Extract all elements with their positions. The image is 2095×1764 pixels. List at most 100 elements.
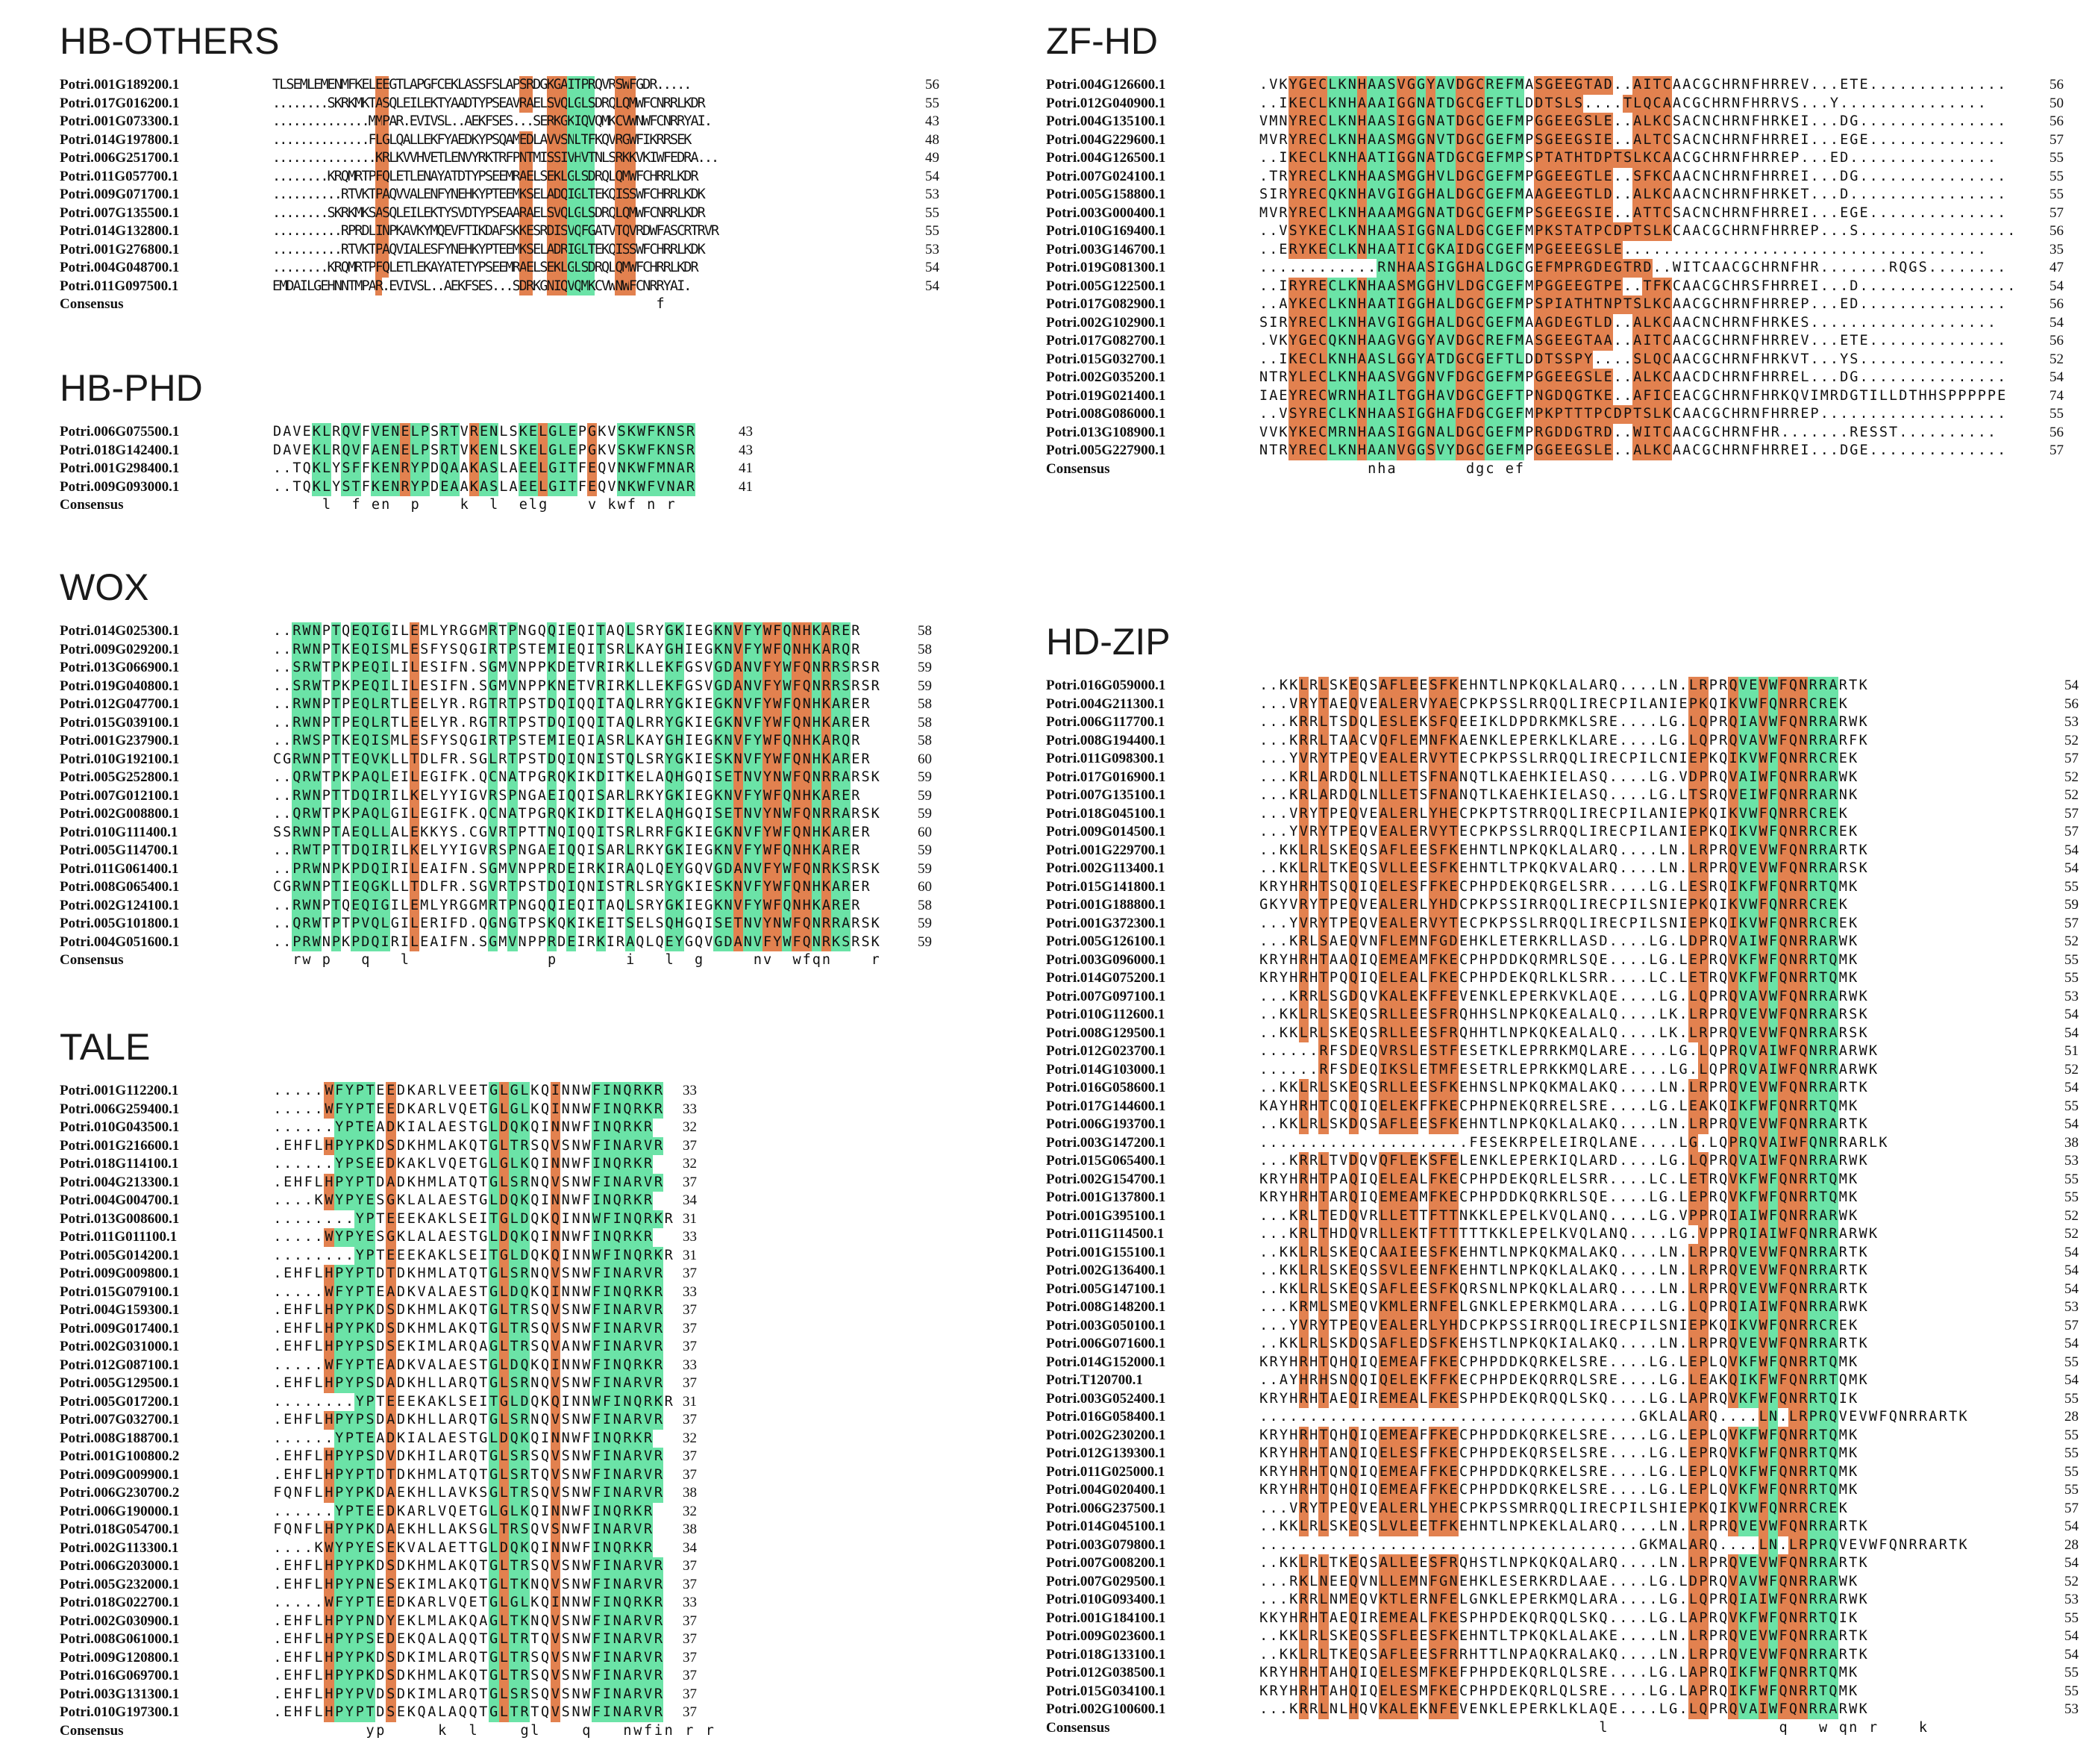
sequence-id: Potri.004G211300.1	[1046, 695, 1165, 712]
alignment-row: Potri.003G079800.1......................…	[1046, 1536, 2079, 1554]
sequence-id: Potri.019G081300.1	[1046, 260, 1166, 275]
alignment-row: Potri.004G159300.1 . E H F L H P Y P K D S D K H M L A K Q T G…	[60, 1301, 697, 1320]
sequence-length: 55	[2064, 1482, 2079, 1498]
sequence-id: Potri.016G058600.1	[1046, 1080, 1166, 1095]
alignment-row: Potri.015G032700.1 .. I K E C L K N H A A S L G G Y A T D G C…	[1046, 350, 2064, 369]
sequence-length: 32	[683, 1430, 697, 1446]
alignment-row: Potri.009G023600.1 .. K K L R L S K E Q S S F L E E S F K E H…	[1046, 1627, 2079, 1646]
sequence-id: Potri.003G147200.1	[1046, 1134, 1166, 1151]
alignment-row: Potri.001G237900.1 .. R W S P T K E Q I S M L E S F Y S Q G I…	[60, 732, 932, 751]
sequence-id: Potri.012G040900.1	[1046, 95, 1166, 111]
alignment-row: Potri.019G081300.1 ............ R N H A A S I G G H…	[1046, 259, 2064, 278]
alignment-row: Potri.007G008200.1 .. K K L R L T K E Q S A L L E E S F R Q H…	[1046, 1554, 2079, 1573]
consensus-label: Consensus	[60, 952, 124, 968]
alignment-row: Potri.014G045100.1 .. K K L R L S K E Q S L V L E E T F K E H…	[1046, 1518, 2079, 1536]
sequence-length: 52	[2064, 787, 2079, 803]
sequence: ........KRQMRTPFQLETLENAYATDTYPSEEMRAELS…	[272, 167, 699, 186]
sequence-length: 52	[2049, 351, 2064, 367]
sequence-id: Potri.009G017400.1	[60, 1320, 180, 1336]
sequence-id: Potri.004G213300.1	[60, 1174, 180, 1190]
alignment-row: Potri.002G035200.1 N T R Y L E C L K N H A A S V G G N V F D G…	[1046, 369, 2064, 387]
sequence-id: Potri.011G057700.1	[60, 168, 179, 184]
sequence-length: 37	[683, 1174, 697, 1190]
sequence-length: 54	[2064, 1646, 2079, 1663]
alignment-row: Potri.008G065400.1 C G R W N P T I E Q G K L L T D L F R. S G…	[60, 878, 932, 897]
alignment-row: Potri.014G152000.1 K R Y H R H T Q H Q I Q E M E A F F K E C P…	[1046, 1353, 2079, 1372]
sequence-length: 54	[2064, 1336, 2079, 1351]
alignment-row: Potri.006G251700.1 ...............KRLKVVH…	[60, 149, 939, 168]
alignment-row: Potri.006G259400.1 ..... W F Y P T E E D K A R L V Q E T G…	[60, 1100, 697, 1119]
sequence-id: Potri.017G016900.1	[1046, 769, 1166, 785]
sequence: ........KRQMRTPFQLETLEKAYATETYPSEEMRAELS…	[272, 259, 699, 278]
sequence-length: 54	[925, 260, 939, 275]
alignment-row: Potri.013G108900.1 V V K Y K E C M R N H A A S I G G N A L D G…	[1046, 423, 2064, 442]
alignment-row: Potri.005G147100.1 .. K K L R L S K E Q S A F L E E S F K Q R…	[1046, 1280, 2079, 1298]
alignment-row: Potri.014G132800.1 ..........RPRDLINPKAVK…	[60, 222, 939, 241]
alignment-row: Potri.015G039100.1 .. R W N P T P E Q L R T L E E L Y R. R G…	[60, 713, 932, 732]
sequence-length: 37	[683, 1686, 697, 1702]
alignment-row: Potri.010G043500.1 ...... Y P T E A D K I A L A E S T G L…	[60, 1119, 697, 1137]
sequence-length: 51	[2064, 1043, 2079, 1059]
alignment-row: Potri.003G146700.1 .. E R Y K E C L K N H A A T I C G K A I D…	[1046, 240, 2064, 259]
sequence-length: 54	[2064, 1519, 2079, 1534]
sequence-id: Potri.018G045100.1	[1046, 805, 1166, 822]
sequence-length: 54	[2049, 314, 2064, 331]
sequence-id: Potri.002G113400.1	[1046, 860, 1165, 876]
sequence-length: 52	[2064, 1573, 2079, 1589]
sequence-length: 31	[683, 1393, 697, 1410]
sequence-id: Potri.015G039100.1	[60, 714, 180, 731]
sequence-id: Potri.018G142400.1	[60, 442, 180, 458]
alignment-row: Potri.012G047700.1 .. R W N P T P E Q L R T L E E L Y R. R G…	[60, 695, 932, 714]
sequence-id: Potri.011G098300.1	[1046, 751, 1165, 766]
alignment-row: Potri.009G071700.1 ..........RTVKTPAQVVAL…	[60, 186, 939, 204]
sequence-id: Potri.002G030900.1	[60, 1613, 180, 1629]
sequence-id: Potri.004G126600.1	[1046, 77, 1166, 93]
alignment-row: Potri.001G216600.1 . E H F L H P Y P K D S D K H M L A K Q T G…	[60, 1136, 697, 1155]
sequence-id: Potri.018G114100.1	[60, 1156, 179, 1172]
sequence-length: 33	[683, 1595, 697, 1610]
alignment-row: Potri.001G395100.1 ... K R L T E D Q V R L L E T T F T T N K…	[1046, 1207, 2079, 1225]
sequence: ..........RPRDLINPKAVKYMQEVFTIKDAFSKKESR…	[272, 222, 719, 241]
sequence: ..........RTVKTPAQVVALENFYNEHKYPTEEMKSEL…	[272, 186, 706, 204]
alignment-row: Potri.016G058400.1......................…	[1046, 1408, 2079, 1427]
sequence-id: Potri.003G079800.1	[1046, 1536, 1166, 1553]
sequence: ..........RTVKTPAQVIALESFYNEHKYPTEEMKSEL…	[272, 240, 706, 259]
alignment-row: Potri.001G372300.1 ... Y V R Y T P E Q V E A L E R V Y T E C…	[1046, 914, 2079, 933]
sequence-length: 59	[918, 916, 932, 931]
sequence-id: Potri.015G034100.1	[1046, 1683, 1166, 1699]
sequence-id: Potri.002G113300.1	[60, 1539, 179, 1556]
sequence-id: Potri.006G203000.1	[60, 1558, 180, 1574]
sequence: ........SKRKMKSASQLEILEKTYSVDTYPSEAARAEL…	[272, 204, 706, 222]
sequence-id: Potri.002G136400.1	[1046, 1263, 1166, 1278]
alignment-row: Potri.007G029500.1 ... R K L N E E Q V N L L E M N F G N E H…	[1046, 1572, 2079, 1591]
alignment-row: Potri.002G230200.1 K R Y H R H T Q H Q I Q E M E A F F K E C P…	[1046, 1426, 2079, 1445]
sequence-length: 55	[2064, 1610, 2079, 1626]
sequence-length: 37	[683, 1339, 697, 1354]
sequence-id: Potri.007G135100.1	[1046, 787, 1166, 803]
sequence-length: 57	[2049, 204, 2064, 221]
sequence-length: 38	[2064, 1134, 2079, 1151]
sequence-id: Potri.007G029500.1	[1046, 1573, 1166, 1589]
alignment-row: Potri.003G000400.1 M V R Y R E C L K N H A A A M G G N A T D G…	[1046, 204, 2064, 222]
sequence-length: 57	[2064, 915, 2079, 931]
sequence-length: 55	[2064, 1354, 2079, 1370]
sequence-id: Potri.011G011100.1	[60, 1229, 178, 1245]
sequence-id: Potri.018G022700.1	[60, 1595, 180, 1610]
sequence-id: Potri.005G122500.1	[1046, 278, 1166, 294]
sequence-id: Potri.017G144600.1	[1046, 1098, 1166, 1114]
sequence-length: 59	[918, 860, 932, 877]
sequence-length: 37	[683, 1448, 697, 1464]
